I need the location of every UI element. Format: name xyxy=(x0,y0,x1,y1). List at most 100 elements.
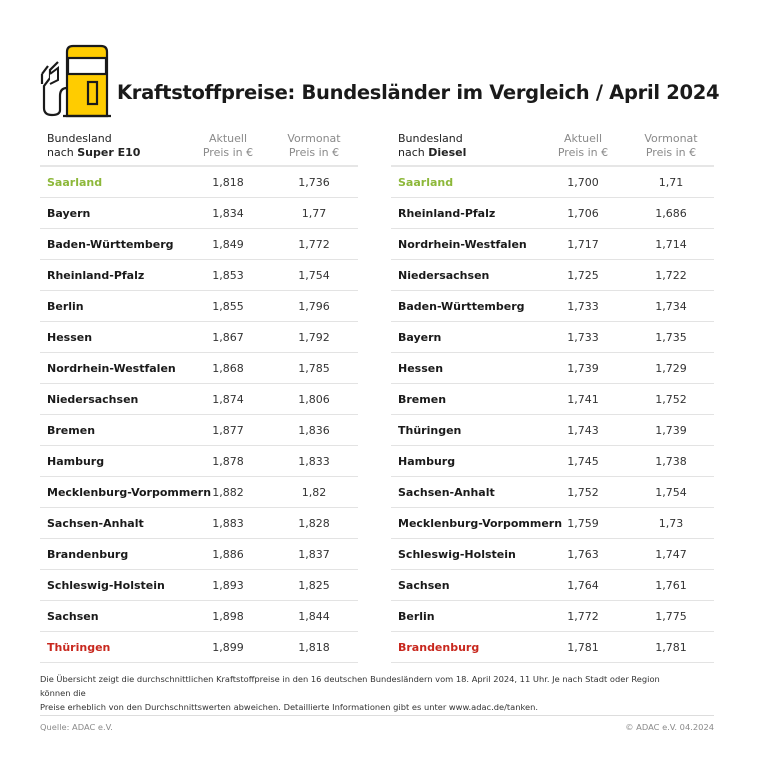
state-name: Thüringen xyxy=(47,641,111,654)
current-price: 1,877 xyxy=(212,424,244,437)
table-row: Brandenburg 1,886 1,837 xyxy=(40,539,358,570)
header-prefix: nach xyxy=(47,146,78,159)
current-price: 1,893 xyxy=(212,579,244,592)
state-name: Sachsen-Anhalt xyxy=(398,486,495,499)
previous-month-price: 1,796 xyxy=(298,300,330,313)
state-name: Bremen xyxy=(398,393,447,406)
column-header-vormonat: Vormonat Preis in € xyxy=(269,132,359,160)
state-name: Bayern xyxy=(47,207,91,220)
state-name: Bremen xyxy=(47,424,96,437)
table-diesel: Bundesland nach Diesel Aktuell Preis in € Vo… xyxy=(391,130,714,663)
table-row: Bremen 1,877 1,836 xyxy=(40,415,358,446)
previous-month-price: 1,734 xyxy=(655,300,687,313)
previous-month-price: 1,738 xyxy=(655,455,687,468)
previous-month-price: 1,775 xyxy=(655,610,687,623)
table-row: Niedersachsen 1,725 1,722 xyxy=(391,260,714,291)
previous-month-price: 1,781 xyxy=(655,641,687,654)
current-price: 1,725 xyxy=(567,269,599,282)
current-price: 1,781 xyxy=(567,641,599,654)
previous-month-price: 1,828 xyxy=(298,517,330,530)
current-price: 1,752 xyxy=(567,486,599,499)
current-price: 1,772 xyxy=(567,610,599,623)
current-price: 1,853 xyxy=(212,269,244,282)
table-row: Baden-Württemberg 1,849 1,772 xyxy=(40,229,358,260)
footnote: Die Übersicht zeigt die durchschnittlich… xyxy=(40,672,680,714)
table-row: Nordrhein-Westfalen 1,868 1,785 xyxy=(40,353,358,384)
current-price: 1,717 xyxy=(567,238,599,251)
column-header-bundesland: Bundesland nach Super E10 xyxy=(47,132,140,160)
previous-month-price: 1,739 xyxy=(655,424,687,437)
state-name: Sachsen xyxy=(398,579,450,592)
footnote-line: Die Übersicht zeigt die durchschnittlich… xyxy=(40,674,660,698)
current-price: 1,834 xyxy=(212,207,244,220)
header-line: Preis in € xyxy=(557,146,609,159)
previous-month-price: 1,836 xyxy=(298,424,330,437)
state-name: Berlin xyxy=(398,610,435,623)
previous-month-price: 1,77 xyxy=(301,207,327,220)
state-name: Schleswig-Holstein xyxy=(398,548,516,561)
state-name: Mecklenburg-Vorpommern xyxy=(47,486,212,499)
table-row: Mecklenburg-Vorpommern 1,759 1,73 xyxy=(391,508,714,539)
previous-month-price: 1,844 xyxy=(298,610,330,623)
table-row: Schleswig-Holstein 1,893 1,825 xyxy=(40,570,358,601)
footnote-line: Preise erheblich von den Durchschnittswe… xyxy=(40,702,539,712)
current-price: 1,743 xyxy=(567,424,599,437)
table-row: Hessen 1,867 1,792 xyxy=(40,322,358,353)
column-header-aktuell: Aktuell Preis in € xyxy=(183,132,273,160)
state-name: Hessen xyxy=(47,331,93,344)
state-name: Hamburg xyxy=(398,455,456,468)
current-price: 1,741 xyxy=(567,393,599,406)
source: Quelle: ADAC e.V. xyxy=(40,722,113,732)
previous-month-price: 1,729 xyxy=(655,362,687,375)
table-row: Hamburg 1,745 1,738 xyxy=(391,446,714,477)
divider xyxy=(40,715,714,716)
previous-month-price: 1,747 xyxy=(655,548,687,561)
header-line: Preis in € xyxy=(202,146,254,159)
table-row: Thüringen 1,899 1,818 xyxy=(40,632,358,663)
previous-month-price: 1,73 xyxy=(658,517,684,530)
current-price: 1,764 xyxy=(567,579,599,592)
previous-month-price: 1,833 xyxy=(298,455,330,468)
state-name: Brandenburg xyxy=(47,548,129,561)
state-name: Thüringen xyxy=(398,424,462,437)
table-row: Bayern 1,733 1,735 xyxy=(391,322,714,353)
fuel-pump-icon xyxy=(40,44,111,118)
current-price: 1,733 xyxy=(567,300,599,313)
table-header: Bundesland nach Diesel Aktuell Preis in € Vo… xyxy=(391,130,714,167)
header-prefix: nach xyxy=(398,146,429,159)
header-line: Vormonat xyxy=(287,132,341,145)
table-row: Baden-Württemberg 1,733 1,734 xyxy=(391,291,714,322)
state-name: Hamburg xyxy=(47,455,105,468)
table-row: Rheinland-Pfalz 1,853 1,754 xyxy=(40,260,358,291)
table-row: Sachsen 1,764 1,761 xyxy=(391,570,714,601)
state-name: Sachsen xyxy=(47,610,99,623)
state-name: Saarland xyxy=(398,176,454,189)
table-row: Berlin 1,855 1,796 xyxy=(40,291,358,322)
header-line: nach Diesel xyxy=(398,146,466,160)
table-row: Hamburg 1,878 1,833 xyxy=(40,446,358,477)
header-line: Preis in € xyxy=(288,146,340,159)
table-row: Bremen 1,741 1,752 xyxy=(391,384,714,415)
current-price: 1,868 xyxy=(212,362,244,375)
state-name: Berlin xyxy=(47,300,84,313)
current-price: 1,739 xyxy=(567,362,599,375)
table-row: Sachsen 1,898 1,844 xyxy=(40,601,358,632)
table-row: Niedersachsen 1,874 1,806 xyxy=(40,384,358,415)
fuel-type: Diesel xyxy=(428,146,467,159)
state-name: Rheinland-Pfalz xyxy=(398,207,496,220)
table-row: Thüringen 1,743 1,739 xyxy=(391,415,714,446)
previous-month-price: 1,754 xyxy=(655,486,687,499)
state-name: Rheinland-Pfalz xyxy=(47,269,145,282)
current-price: 1,878 xyxy=(212,455,244,468)
previous-month-price: 1,736 xyxy=(298,176,330,189)
header-line: Preis in € xyxy=(645,146,697,159)
previous-month-price: 1,71 xyxy=(658,176,684,189)
state-name: Baden-Württemberg xyxy=(47,238,174,251)
table-row: Brandenburg 1,781 1,781 xyxy=(391,632,714,663)
fuel-type: Super E10 xyxy=(77,146,141,159)
current-price: 1,874 xyxy=(212,393,244,406)
current-price: 1,733 xyxy=(567,331,599,344)
previous-month-price: 1,754 xyxy=(298,269,330,282)
table-row: Berlin 1,772 1,775 xyxy=(391,601,714,632)
state-name: Brandenburg xyxy=(398,641,480,654)
